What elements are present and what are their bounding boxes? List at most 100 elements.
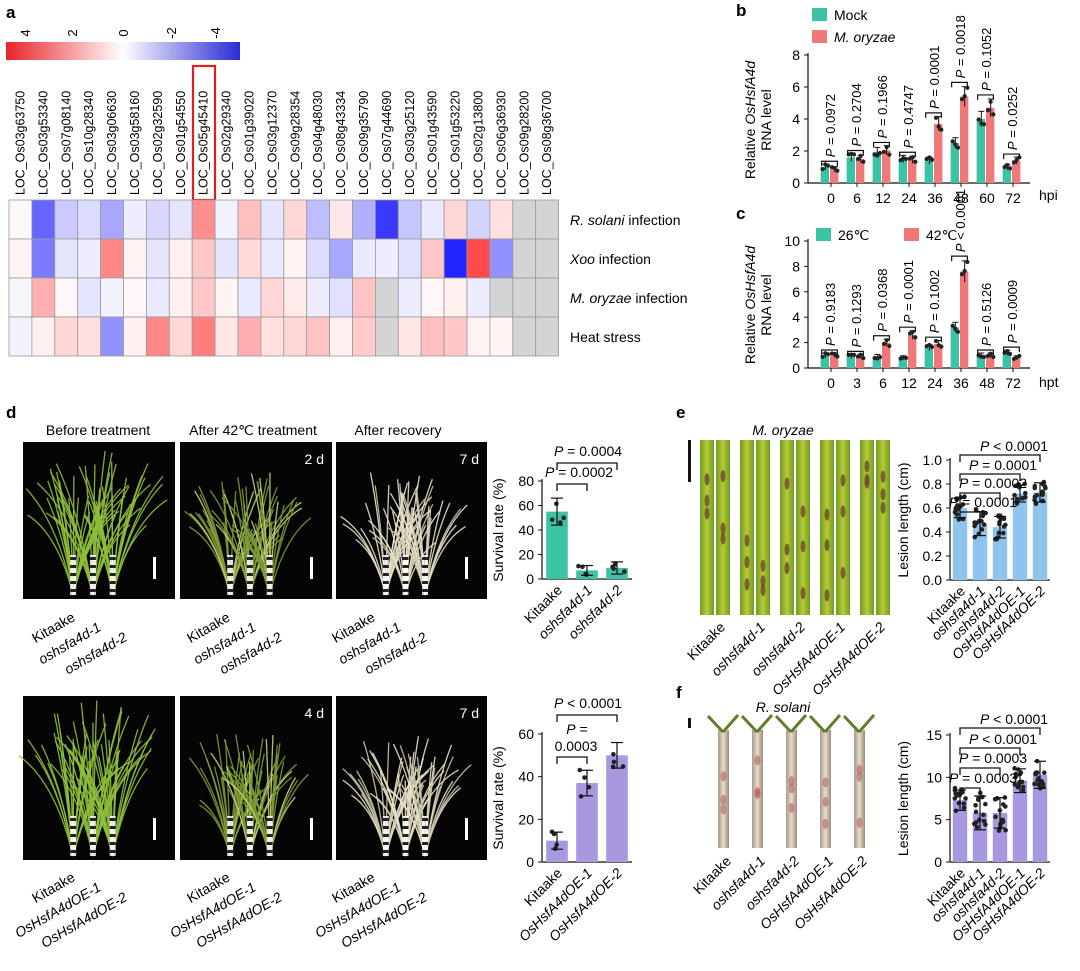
y-axis-title: Lesion length (cm) (895, 741, 911, 856)
heatmap-cell (443, 316, 468, 357)
stick-mark (227, 826, 234, 829)
heatmap-cell (260, 316, 285, 357)
p-value: P = (566, 721, 587, 737)
lesion (704, 473, 710, 486)
lesion (800, 587, 806, 600)
bar (898, 159, 907, 183)
stick-mark (109, 565, 116, 568)
bar (992, 812, 1008, 862)
bar (846, 157, 855, 183)
lesion (744, 534, 750, 547)
bar (546, 840, 568, 862)
heatmap-cell (420, 199, 445, 240)
heatmap-cell (31, 238, 56, 279)
heatmap-cell (512, 277, 537, 318)
legend-26c: 26℃ (838, 227, 869, 243)
heatmap-cell (420, 238, 445, 279)
lesion (856, 764, 863, 775)
legend-moryzae: M. oryzae (834, 29, 896, 45)
data-point (558, 520, 563, 525)
lesion (864, 460, 870, 473)
stick-mark (422, 557, 429, 560)
stick-mark (422, 581, 429, 584)
scale-bar (465, 557, 468, 579)
scale-bar (153, 818, 156, 840)
heatmap-cell (8, 199, 33, 240)
stick-mark (382, 826, 389, 829)
scale-bar (465, 818, 468, 840)
stick-mark (246, 834, 253, 837)
data-point (582, 775, 587, 780)
bar (1012, 160, 1021, 183)
stick-mark (70, 850, 77, 853)
stick-mark (266, 573, 273, 576)
heatmap-cell (145, 277, 170, 318)
stick-mark (70, 842, 77, 845)
gene-labels: LOC_Os03g63750 LOC_Os03g53340 LOC_Os07g081… (13, 91, 554, 195)
sig-bracket (951, 255, 968, 262)
gene-label: LOC_Os10g28340 (82, 91, 96, 195)
stick-mark (89, 818, 96, 821)
stick-mark (382, 581, 389, 584)
sig-bracket (925, 336, 942, 343)
bar (856, 356, 865, 368)
data-point (950, 323, 955, 328)
data-point (1032, 781, 1037, 787)
data-point (974, 824, 980, 830)
data-point (887, 343, 892, 349)
data-point (877, 150, 883, 156)
legend-swatch-moryzae (812, 30, 827, 43)
stick-mark (70, 589, 77, 592)
heatmap-cell (214, 199, 239, 240)
legend-swatch-mock (812, 8, 827, 21)
stick-mark (402, 818, 409, 821)
heatmap-cell (466, 238, 491, 279)
panel-d: d Before treatment After 42℃ treatment A… (6, 403, 632, 951)
stick-mark (89, 589, 96, 592)
sig-bracket (925, 112, 942, 118)
p-value: P = 0.0018 (953, 15, 968, 78)
gene-label: LOC_Os03g25120 (403, 91, 417, 195)
p-value: P = 0.0001 (901, 260, 916, 323)
p-value: P = 0.0004 (554, 443, 622, 459)
p-value: P = 0.0001 (927, 46, 942, 109)
sig-bracket (847, 350, 864, 357)
data-point (991, 354, 996, 360)
heatmap-cell (8, 238, 33, 279)
data-point (973, 820, 979, 825)
data-point (1003, 827, 1008, 833)
leaf (876, 440, 890, 615)
data-point (962, 94, 967, 99)
data-point (953, 142, 958, 147)
leaf (756, 440, 770, 615)
panel-d-label: d (6, 403, 16, 422)
bar (1002, 352, 1011, 368)
data-point (961, 805, 967, 811)
leaf (700, 440, 714, 615)
data-point (884, 145, 889, 150)
bar (924, 347, 933, 368)
y-tick-label: 60 (518, 726, 534, 742)
sig-bracket (899, 151, 916, 158)
stick-mark (89, 826, 96, 829)
bar (856, 159, 865, 183)
lesion (744, 556, 750, 569)
panel-e-title: M. oryzae (752, 422, 814, 438)
leaf (836, 440, 850, 615)
sig-bracket (977, 94, 994, 100)
sig-bracket (873, 335, 890, 341)
plant-leaf (27, 514, 74, 596)
row-label: Heat stress (570, 329, 641, 345)
sig-bracket (959, 511, 981, 519)
p-value: P < 0.0001 (969, 731, 1037, 747)
lesion (800, 540, 806, 553)
gene-label: LOC_Os08g36700 (540, 91, 554, 195)
stick-mark (422, 842, 429, 845)
data-point (980, 513, 986, 519)
data-point (861, 356, 866, 361)
y-tick-label: 8 (792, 47, 800, 63)
leaf (740, 440, 754, 615)
lesion (704, 494, 710, 507)
sheath (820, 730, 831, 848)
data-point (554, 501, 559, 507)
